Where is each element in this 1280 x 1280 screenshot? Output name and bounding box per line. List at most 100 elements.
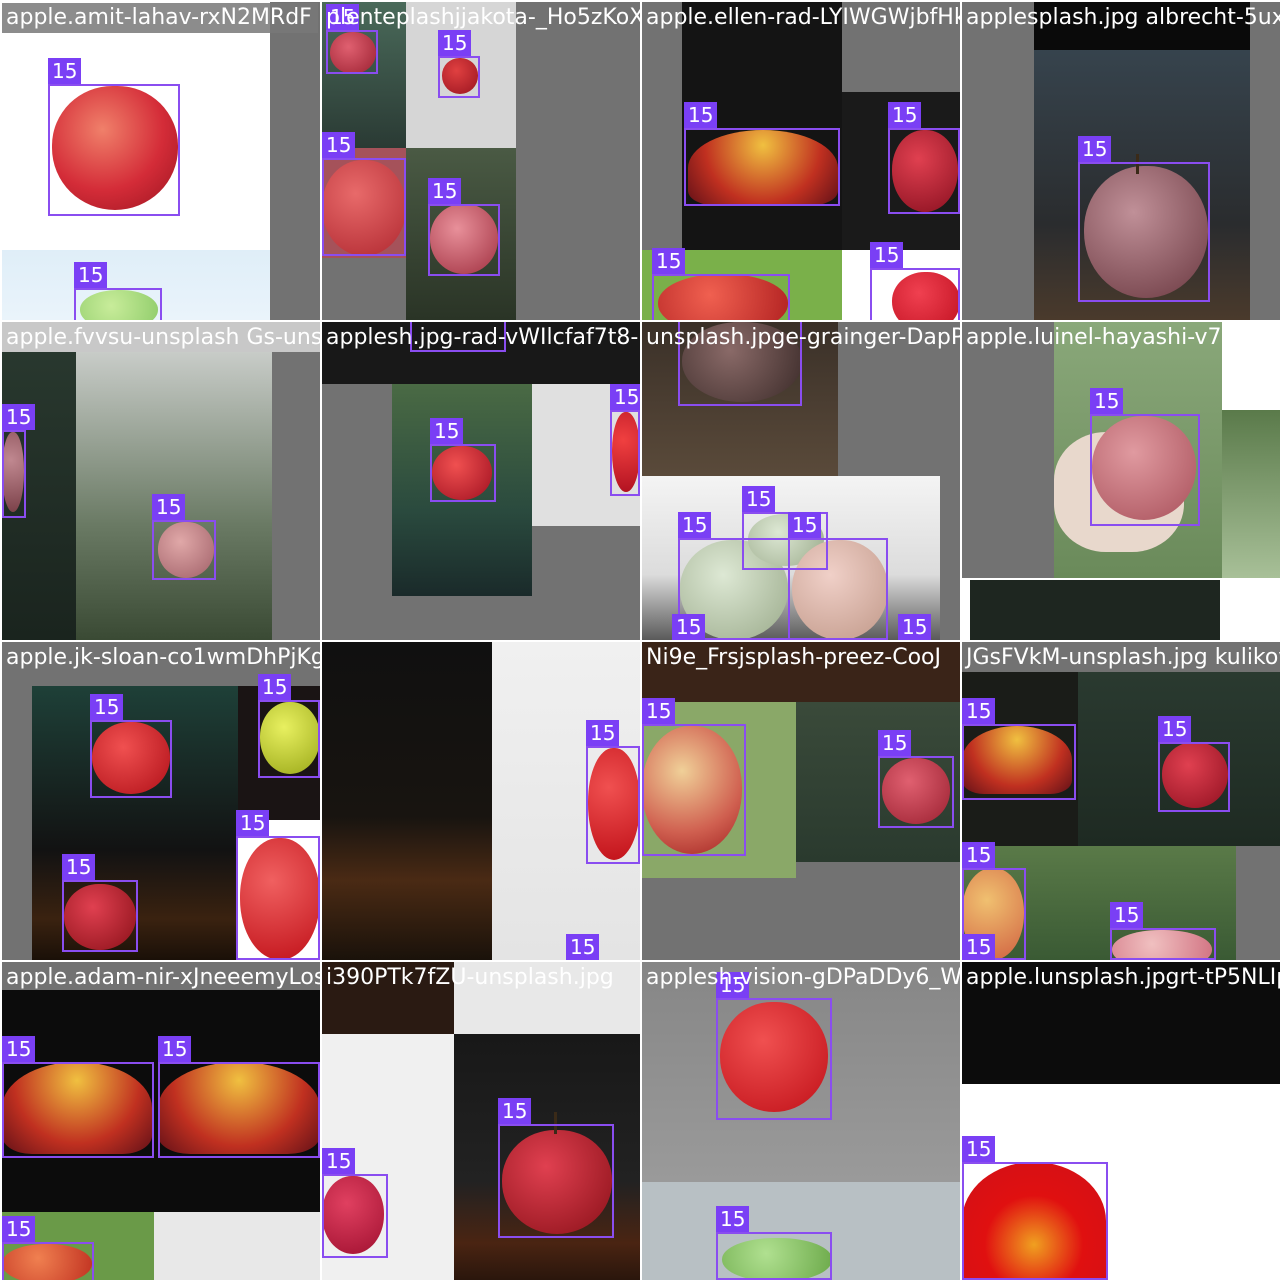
detection-box[interactable]: 15 (1078, 136, 1210, 302)
red-apple (688, 130, 838, 206)
tile-lunsplash: 15 apple.lunsplash.jpgrt-tP5NLIpS (962, 962, 1280, 1280)
detection-box[interactable]: 15 (438, 30, 480, 98)
photo-bg (154, 1212, 320, 1280)
detection-box[interactable]: 15 (642, 698, 746, 856)
photo-bg (642, 642, 960, 702)
class-label: 15 (962, 698, 996, 724)
red-apple (792, 540, 888, 640)
class-label: 15 (586, 720, 620, 746)
detection-box[interactable]: 15 (2, 1036, 154, 1158)
photo-bg (962, 962, 1280, 1084)
green-apple (260, 702, 320, 774)
detection-box[interactable]: 15 (2, 404, 36, 518)
detection-box[interactable]: 15 (410, 322, 506, 352)
detection-box[interactable]: 15 (716, 1206, 832, 1280)
detection-box[interactable]: 15 (652, 248, 790, 320)
red-apple (240, 838, 320, 960)
tile-caption: apple.ellen-rad-LYIWGWjbfHk (646, 5, 960, 30)
detection-box[interactable]: 15 (962, 698, 1076, 800)
class-label: 15 (716, 1206, 750, 1232)
detection-box[interactable]: 15 (878, 730, 954, 828)
detection-box[interactable]: 15 (610, 384, 640, 496)
tile-caption: i390PTk7fZU-unsplash.jpg (326, 965, 614, 990)
photo-bg (1222, 410, 1280, 578)
red-apple (1084, 166, 1208, 298)
detection-box[interactable]: 15 (1158, 716, 1230, 812)
photo-bg (270, 2, 320, 320)
tile-applesplash: 15 15 i390PTk7fZU-unsplash.jpg (322, 962, 640, 1280)
detection-box[interactable]: 15 (236, 810, 320, 960)
tile-caption: apple.fvvsu-unsplash Gs-unsplash.jpg (6, 325, 320, 350)
detection-box[interactable]: 15 (430, 418, 496, 502)
tile-jbeliu: 15 15 (322, 642, 640, 960)
class-label: 15 (2, 404, 36, 430)
detection-box[interactable]: 15 (322, 1148, 388, 1258)
detection-box[interactable]: 15 (1090, 388, 1200, 526)
photo-bg (970, 580, 1220, 640)
red-apple (2, 432, 24, 512)
detection-box[interactable]: 15 (152, 494, 216, 580)
detection-box[interactable]: 15 (716, 972, 832, 1120)
red-apple (1092, 416, 1196, 520)
detection-box[interactable]: 15 (888, 102, 960, 214)
class-label: 15 (878, 730, 912, 756)
detection-box[interactable]: 15 (870, 242, 960, 320)
red-apple (682, 322, 802, 402)
detection-box[interactable]: 15 (428, 178, 500, 276)
detection-box[interactable]: 15 (678, 322, 802, 406)
tile-caption: JGsFVkM-unsplash.jpg kulikova-XlxLjfac (966, 645, 1280, 670)
detection-box[interactable]: 15 (684, 102, 840, 206)
tile-jk-sloan: 15 15 15 15 apple.jk-sloan-co1wmDhPjKg (2, 642, 320, 960)
detection-box[interactable]: 15 (258, 674, 320, 778)
red-apple (64, 884, 136, 950)
photo-bg (322, 642, 492, 960)
detection-box[interactable]: 15 (498, 1098, 614, 1238)
tile-caption: apple.jk-sloan-co1wmDhPjKg (6, 645, 320, 670)
class-label: 15 (962, 934, 996, 960)
class-label: 15 (322, 132, 356, 158)
detection-box[interactable]: 15 (90, 694, 172, 798)
red-apple (642, 726, 742, 854)
tile-caption: apple.lunsplash.jpgrt-tP5NLIpS (966, 965, 1280, 990)
tile-caption: apple.luinel-hayashi-v7oW (966, 325, 1257, 350)
detection-box[interactable]: 15 (326, 4, 378, 74)
detection-box[interactable]: 15 (2, 1216, 94, 1280)
red-apple (612, 412, 640, 492)
red-apple (2, 1062, 152, 1154)
detection-box[interactable]: 15 (74, 262, 162, 320)
class-label: 15 (678, 512, 712, 538)
detection-box[interactable]: 15 (48, 58, 180, 216)
class-label: 15 (610, 384, 640, 410)
red-apple (2, 1244, 92, 1280)
red-apple (442, 58, 478, 94)
detection-box[interactable]: 15 (742, 486, 828, 570)
detection-box[interactable]: 15 (586, 720, 640, 864)
class-label: 15 (2, 1036, 36, 1062)
tile-caption: apple.amit-lahav-rxN2MRdF (2, 3, 318, 33)
red-apple (892, 130, 958, 212)
class-label: 15 (788, 512, 822, 538)
detection-box[interactable]: 15 (62, 854, 138, 952)
detection-box[interactable]: 15 (962, 1136, 1108, 1280)
photo-bg (1034, 2, 1250, 50)
apple-stem (554, 1112, 557, 1134)
class-label: 15 (962, 842, 996, 868)
class-label: 15 (428, 178, 462, 204)
red-apple (720, 1002, 828, 1112)
red-apple (1112, 930, 1212, 960)
detection-box[interactable]: 15 (1110, 902, 1216, 960)
red-apple (892, 272, 960, 320)
photo-bg (962, 322, 1054, 578)
detection-box[interactable]: 15 (158, 1036, 320, 1158)
detection-box[interactable]: 15 (788, 512, 888, 640)
class-label: 15 (152, 494, 186, 520)
class-label: 15 (566, 934, 600, 960)
class-label: 15 (1158, 716, 1192, 742)
tile-caption: applesh-vision-gDPaDDy6_WE-unsplash.jpg (646, 965, 960, 990)
detection-box[interactable]: 15 (322, 132, 406, 256)
tile-grainger: 15 15 15 15 15 15 unsplash.jpge-grainger… (642, 322, 960, 640)
tile-caption: applesplash.jpg albrecht-5uxgJm (966, 5, 1280, 30)
red-apple (588, 748, 640, 860)
red-apple (962, 726, 1072, 794)
class-label: 15 (1078, 136, 1112, 162)
